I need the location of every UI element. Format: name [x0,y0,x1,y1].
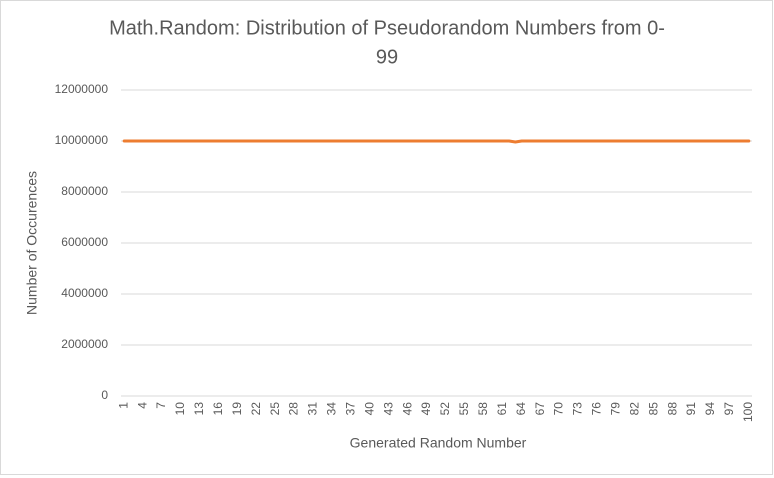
data-line [122,139,751,144]
x-tick-label: 1 [116,402,130,409]
chart-title: 99 [376,46,398,68]
x-tick-label: 22 [249,402,263,416]
x-tick-label: 100 [741,402,755,422]
x-tick-label: 49 [419,402,433,416]
x-tick-label: 25 [268,402,282,416]
y-tick-label: 2000000 [61,337,108,351]
x-tick-label: 94 [703,402,717,416]
x-tick-label: 13 [192,402,206,416]
y-tick-label: 0 [101,388,108,402]
x-tick-label: 88 [665,402,679,416]
x-tick-label: 16 [211,402,225,416]
x-tick-label: 40 [362,402,376,416]
x-tick-label: 82 [627,402,641,416]
x-tick-label: 31 [306,402,320,416]
x-tick-label: 37 [343,402,357,416]
x-tick-label: 85 [646,402,660,416]
x-axis-title: Generated Random Number [350,435,527,451]
y-tick-label: 12000000 [55,82,109,96]
x-tick-label: 7 [154,402,168,409]
y-tick-label: 8000000 [61,184,108,198]
x-tick-label: 67 [533,402,547,416]
x-tick-label: 4 [135,402,149,409]
x-tick-label: 61 [495,402,509,416]
x-tick-label: 28 [287,402,301,416]
x-tick-label: 58 [476,402,490,416]
x-tick-label: 91 [684,402,698,416]
chart-title: Math.Random: Distribution of Pseudorando… [109,17,665,39]
x-tick-label: 43 [381,402,395,416]
x-tick-label: 64 [514,402,528,416]
y-tick-label: 10000000 [55,133,109,147]
x-tick-label: 10 [173,402,187,416]
y-axis-title: Number of Occurences [24,171,40,315]
y-tick-label: 4000000 [61,286,108,300]
x-tick-label: 76 [590,402,604,416]
x-tick-label: 70 [552,402,566,416]
x-tick-label: 79 [609,402,623,416]
x-tick-label: 52 [438,402,452,416]
x-tick-label: 97 [722,402,736,416]
x-tick-label: 73 [571,402,585,416]
x-tick-label: 46 [400,402,414,416]
x-tick-label: 55 [457,402,471,416]
x-tick-label: 19 [230,402,244,416]
y-tick-label: 6000000 [61,235,108,249]
x-tick-label: 34 [325,402,339,416]
